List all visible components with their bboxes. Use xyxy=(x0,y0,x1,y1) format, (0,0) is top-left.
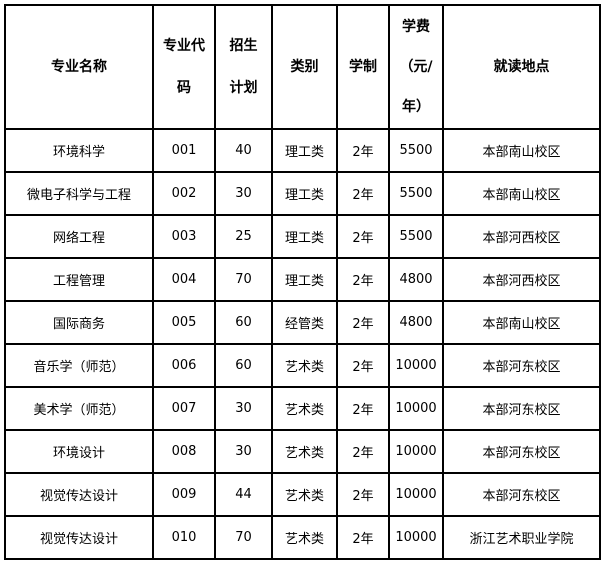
cell-plan: 30 xyxy=(214,429,273,474)
cell-fee: 10000 xyxy=(388,429,444,474)
cell-duration: 2年 xyxy=(336,300,390,345)
cell-location: 浙江艺术职业学院 xyxy=(442,515,601,560)
cell-code: 010 xyxy=(152,515,216,560)
table-row: 环境科学 001 40 理工类 2年 5500 本部南山校区 xyxy=(4,128,601,173)
cell-code: 007 xyxy=(152,386,216,431)
header-category: 类别 xyxy=(271,4,338,130)
cell-fee: 5500 xyxy=(388,128,444,173)
cell-fee: 10000 xyxy=(388,343,444,388)
header-row: 专业名称 专业代码 招生 计划 类别 学制 学费 （元/年） 就读地点 xyxy=(4,4,601,130)
cell-location: 本部河东校区 xyxy=(442,472,601,517)
cell-code: 002 xyxy=(152,171,216,216)
cell-location: 本部河东校区 xyxy=(442,429,601,474)
table-row: 环境设计 008 30 艺术类 2年 10000 本部河东校区 xyxy=(4,429,601,474)
cell-location: 本部南山校区 xyxy=(442,171,601,216)
cell-name: 环境设计 xyxy=(4,429,154,474)
cell-fee: 10000 xyxy=(388,515,444,560)
cell-location: 本部南山校区 xyxy=(442,300,601,345)
cell-fee: 10000 xyxy=(388,472,444,517)
cell-name: 美术学（师范） xyxy=(4,386,154,431)
cell-name: 视觉传达设计 xyxy=(4,515,154,560)
header-location: 就读地点 xyxy=(442,4,601,130)
cell-duration: 2年 xyxy=(336,257,390,302)
cell-category: 艺术类 xyxy=(271,515,338,560)
cell-code: 008 xyxy=(152,429,216,474)
cell-plan: 40 xyxy=(214,128,273,173)
cell-fee: 10000 xyxy=(388,386,444,431)
cell-category: 艺术类 xyxy=(271,386,338,431)
table-row: 视觉传达设计 010 70 艺术类 2年 10000 浙江艺术职业学院 xyxy=(4,515,601,560)
table-row: 视觉传达设计 009 44 艺术类 2年 10000 本部河东校区 xyxy=(4,472,601,517)
cell-duration: 2年 xyxy=(336,515,390,560)
cell-duration: 2年 xyxy=(336,472,390,517)
cell-name: 音乐学（师范） xyxy=(4,343,154,388)
table-row: 美术学（师范） 007 30 艺术类 2年 10000 本部河东校区 xyxy=(4,386,601,431)
table-row: 网络工程 003 25 理工类 2年 5500 本部河西校区 xyxy=(4,214,601,259)
cell-category: 艺术类 xyxy=(271,343,338,388)
cell-plan: 70 xyxy=(214,515,273,560)
cell-code: 005 xyxy=(152,300,216,345)
cell-plan: 60 xyxy=(214,300,273,345)
cell-code: 001 xyxy=(152,128,216,173)
cell-location: 本部河东校区 xyxy=(442,343,601,388)
cell-fee: 5500 xyxy=(388,171,444,216)
enrollment-table: 专业名称 专业代码 招生 计划 类别 学制 学费 （元/年） 就读地点 环境科学 00… xyxy=(4,4,601,560)
header-code: 专业代码 xyxy=(152,4,216,130)
cell-location: 本部河东校区 xyxy=(442,386,601,431)
cell-name: 微电子科学与工程 xyxy=(4,171,154,216)
cell-category: 理工类 xyxy=(271,128,338,173)
cell-category: 理工类 xyxy=(271,171,338,216)
header-plan: 招生 计划 xyxy=(214,4,273,130)
cell-name: 国际商务 xyxy=(4,300,154,345)
cell-code: 003 xyxy=(152,214,216,259)
cell-category: 理工类 xyxy=(271,214,338,259)
cell-plan: 60 xyxy=(214,343,273,388)
cell-plan: 25 xyxy=(214,214,273,259)
cell-fee: 4800 xyxy=(388,300,444,345)
cell-code: 009 xyxy=(152,472,216,517)
cell-name: 网络工程 xyxy=(4,214,154,259)
cell-name: 工程管理 xyxy=(4,257,154,302)
cell-code: 006 xyxy=(152,343,216,388)
cell-duration: 2年 xyxy=(336,429,390,474)
table-row: 工程管理 004 70 理工类 2年 4800 本部河西校区 xyxy=(4,257,601,302)
cell-plan: 30 xyxy=(214,171,273,216)
cell-category: 艺术类 xyxy=(271,472,338,517)
cell-duration: 2年 xyxy=(336,343,390,388)
cell-plan: 30 xyxy=(214,386,273,431)
header-fee: 学费 （元/年） xyxy=(388,4,444,130)
cell-plan: 70 xyxy=(214,257,273,302)
header-duration: 学制 xyxy=(336,4,390,130)
table-row: 音乐学（师范） 006 60 艺术类 2年 10000 本部河东校区 xyxy=(4,343,601,388)
cell-duration: 2年 xyxy=(336,214,390,259)
header-name: 专业名称 xyxy=(4,4,154,130)
cell-category: 艺术类 xyxy=(271,429,338,474)
cell-duration: 2年 xyxy=(336,171,390,216)
cell-code: 004 xyxy=(152,257,216,302)
cell-location: 本部河西校区 xyxy=(442,257,601,302)
cell-duration: 2年 xyxy=(336,128,390,173)
cell-location: 本部南山校区 xyxy=(442,128,601,173)
cell-name: 视觉传达设计 xyxy=(4,472,154,517)
cell-name: 环境科学 xyxy=(4,128,154,173)
cell-location: 本部河西校区 xyxy=(442,214,601,259)
cell-category: 理工类 xyxy=(271,257,338,302)
table-row: 微电子科学与工程 002 30 理工类 2年 5500 本部南山校区 xyxy=(4,171,601,216)
cell-plan: 44 xyxy=(214,472,273,517)
cell-fee: 5500 xyxy=(388,214,444,259)
cell-category: 经管类 xyxy=(271,300,338,345)
cell-fee: 4800 xyxy=(388,257,444,302)
table-row: 国际商务 005 60 经管类 2年 4800 本部南山校区 xyxy=(4,300,601,345)
cell-duration: 2年 xyxy=(336,386,390,431)
